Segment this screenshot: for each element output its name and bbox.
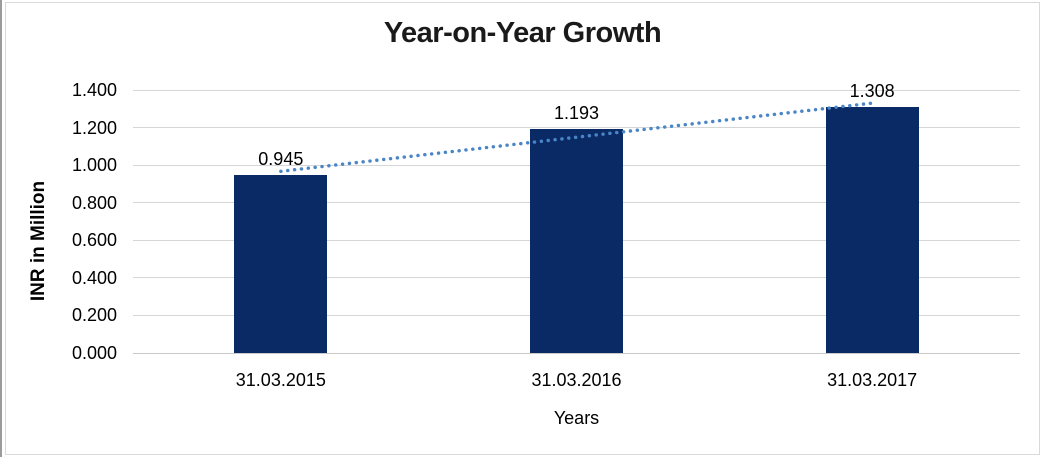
bar [234, 175, 328, 353]
data-label: 1.193 [553, 102, 600, 123]
gridline [133, 127, 1020, 129]
y-tick-label: 1.400 [71, 80, 117, 100]
y-tick-label: 1.000 [71, 155, 117, 176]
y-tick-label: 0.000 [71, 343, 117, 363]
trendline-dotted-line [279, 101, 874, 174]
bar [825, 107, 919, 353]
gridline [133, 89, 1020, 91]
data-label: 1.308 [849, 81, 895, 102]
data-label: 0.945 [258, 149, 304, 170]
y-tick-label: 0.800 [71, 192, 117, 213]
y-axis-label: INR in Million [28, 180, 49, 302]
y-tick-label: 0.200 [71, 305, 117, 326]
x-category-label: 31.03.2015 [235, 370, 326, 390]
chart-title: Year-on-Year Growth [383, 17, 662, 49]
y-tick-label: 1.200 [71, 117, 117, 138]
y-tick-label: 0.400 [71, 267, 117, 288]
bar [530, 128, 623, 353]
x-category-label: 31.03.2016 [531, 370, 622, 390]
x-axis-label: Years [553, 408, 600, 428]
gridline [133, 352, 1020, 354]
y-tick-label: 0.600 [71, 230, 117, 251]
chart-frame: Year-on-Year Growth INR in Million Years… [5, 2, 1040, 455]
page-left-edge [0, 0, 2, 457]
x-category-label: 31.03.2017 [827, 370, 918, 390]
trendline [279, 101, 874, 174]
